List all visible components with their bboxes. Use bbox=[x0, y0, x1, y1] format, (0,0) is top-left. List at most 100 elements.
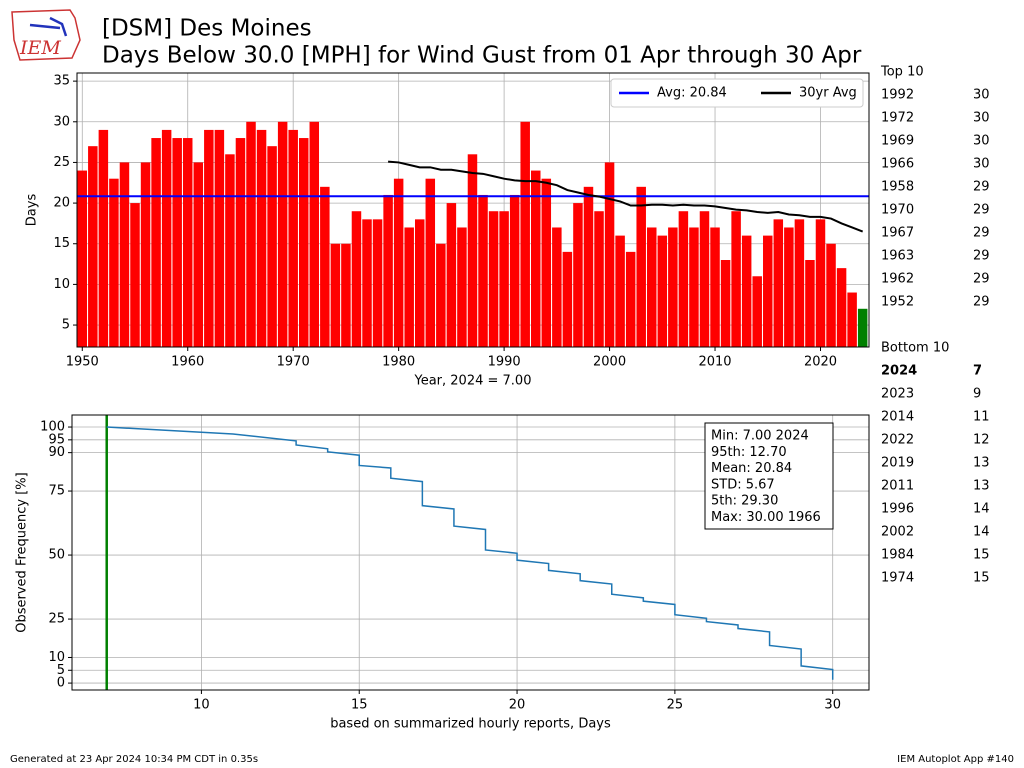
rank-year: 1972 bbox=[881, 111, 914, 126]
rank-year: 2011 bbox=[881, 479, 914, 494]
bar bbox=[436, 243, 446, 347]
line bbox=[388, 160, 864, 233]
y-tick-label: 100 bbox=[40, 420, 65, 435]
x-tick-label: 1970 bbox=[277, 355, 310, 370]
y-tick-label: 50 bbox=[48, 548, 65, 563]
y-tick-label: 5 bbox=[62, 318, 70, 333]
x-tick-label: 15 bbox=[351, 698, 368, 713]
axes-frame bbox=[71, 414, 870, 691]
rank-year: 1996 bbox=[881, 502, 914, 517]
bar bbox=[77, 170, 88, 347]
bar bbox=[752, 276, 762, 347]
rank-year: 1970 bbox=[881, 203, 914, 218]
bar bbox=[404, 227, 414, 347]
x-tick-label: 30 bbox=[824, 698, 841, 713]
y-tick-label: 5 bbox=[57, 663, 65, 678]
bar bbox=[636, 186, 646, 347]
bar bbox=[836, 268, 847, 347]
bar bbox=[235, 138, 246, 347]
bar bbox=[298, 138, 309, 347]
bar bbox=[625, 251, 636, 347]
bar bbox=[678, 211, 689, 347]
bar bbox=[615, 235, 625, 347]
y-tick-label: 75 bbox=[48, 484, 65, 499]
bar bbox=[647, 227, 657, 347]
rank-year: 1952 bbox=[881, 295, 914, 310]
y-tick-label: 35 bbox=[53, 74, 70, 89]
bar bbox=[583, 186, 594, 347]
logo: IEM bbox=[11, 9, 81, 61]
bar bbox=[320, 186, 330, 347]
rank-value: 15 bbox=[973, 548, 990, 563]
bar bbox=[488, 211, 499, 347]
bar bbox=[531, 170, 541, 347]
bar bbox=[277, 121, 288, 347]
stats-text: Min: 7.00 2024 bbox=[711, 429, 809, 444]
rank-year: 1966 bbox=[881, 157, 914, 172]
logo-mark bbox=[29, 16, 68, 37]
title: Days Below 30.0 [MPH] for Wind Gust from… bbox=[102, 43, 862, 69]
y-tick-label: 15 bbox=[53, 236, 70, 251]
logo-text: IEM bbox=[19, 37, 61, 59]
rank-value: 29 bbox=[973, 272, 990, 287]
bar bbox=[130, 203, 140, 347]
bar bbox=[225, 154, 235, 347]
plot: 1950 1960 1970 1980 1990 2000 2010 2020 5 10 15 20 2… bbox=[25, 72, 870, 389]
legend-label: 30yr Avg bbox=[799, 86, 857, 101]
bar bbox=[457, 227, 467, 347]
y-tick-label: 0 bbox=[57, 676, 65, 691]
bar bbox=[689, 227, 699, 347]
bar bbox=[288, 129, 298, 347]
y-tick-label: 10 bbox=[53, 277, 70, 292]
rank-value: 7 bbox=[973, 364, 982, 379]
bar bbox=[720, 260, 731, 347]
rank-value: 30 bbox=[973, 134, 990, 149]
bar bbox=[699, 211, 710, 347]
bar bbox=[193, 162, 204, 347]
y-axis-label: Observed Frequency [%] bbox=[15, 472, 30, 632]
bar bbox=[351, 211, 362, 347]
stats-text: STD: 5.67 bbox=[711, 477, 775, 492]
bar bbox=[246, 121, 256, 347]
rank-year: 1969 bbox=[881, 134, 914, 149]
logo-state bbox=[11, 9, 81, 61]
bar bbox=[98, 129, 109, 347]
bar bbox=[151, 138, 161, 347]
bar bbox=[109, 178, 119, 347]
bar bbox=[773, 219, 784, 347]
bar bbox=[562, 251, 573, 347]
bar bbox=[425, 178, 436, 347]
rank-year: 2002 bbox=[881, 525, 914, 540]
rank-heading: Bottom 10 bbox=[881, 341, 949, 356]
x-tick-label: 25 bbox=[667, 698, 684, 713]
legend-label: Avg: 20.84 bbox=[657, 86, 727, 101]
bar bbox=[731, 211, 741, 347]
x-tick-label: 2000 bbox=[593, 355, 626, 370]
bar bbox=[414, 219, 425, 347]
rank-value: 30 bbox=[973, 111, 990, 126]
rank-value: 14 bbox=[973, 502, 990, 517]
stats-box bbox=[704, 422, 834, 530]
stats-text: Max: 30.00 1966 bbox=[711, 510, 821, 525]
y-tick-label: 20 bbox=[53, 196, 70, 211]
title: [DSM] Des Moines bbox=[102, 16, 312, 42]
bar bbox=[172, 138, 182, 347]
rank-year: 1967 bbox=[881, 226, 914, 241]
rank-heading: Top 10 bbox=[880, 65, 924, 80]
rank-value: 29 bbox=[973, 226, 990, 241]
bar bbox=[362, 219, 372, 347]
rank-value: 15 bbox=[973, 571, 990, 586]
legend bbox=[610, 78, 864, 108]
rank-year: 1958 bbox=[881, 180, 914, 195]
x-tick-label: 20 bbox=[509, 698, 526, 713]
rank-value: 12 bbox=[973, 433, 990, 448]
y-tick-label: 95 bbox=[48, 432, 65, 447]
footer: IEM Autoplot App #140 bbox=[897, 754, 1014, 765]
bar bbox=[815, 219, 826, 347]
bar bbox=[309, 121, 320, 347]
y-tick-label: 25 bbox=[48, 612, 65, 627]
x-tick-label: 2020 bbox=[804, 355, 837, 370]
rank-year: 2019 bbox=[881, 456, 914, 471]
